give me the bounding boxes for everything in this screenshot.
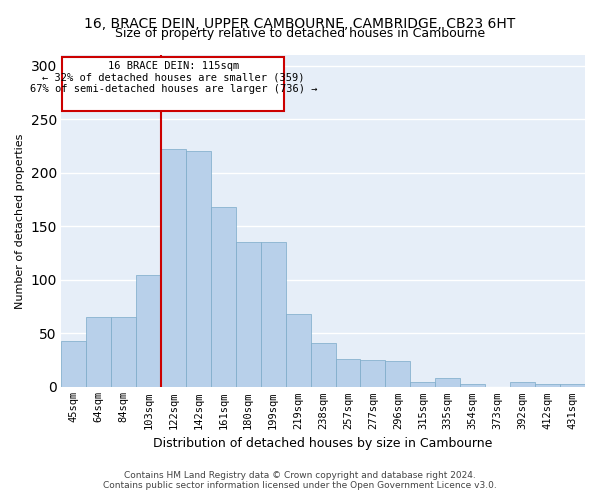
Bar [260,242,286,387]
Text: 16, BRACE DEIN, UPPER CAMBOURNE, CAMBRIDGE, CB23 6HT: 16, BRACE DEIN, UPPER CAMBOURNE, CAMBRID… [85,18,515,32]
Bar [111,318,136,387]
Text: Contains HM Land Registry data © Crown copyright and database right 2024.
Contai: Contains HM Land Registry data © Crown c… [103,470,497,490]
Bar [560,384,585,387]
Bar [535,384,560,387]
Bar [410,382,436,387]
Text: Size of property relative to detached houses in Cambourne: Size of property relative to detached ho… [115,28,485,40]
Bar [186,152,211,387]
Bar [460,384,485,387]
Bar [136,274,161,387]
Text: ← 32% of detached houses are smaller (359): ← 32% of detached houses are smaller (35… [42,72,305,83]
Bar [385,362,410,387]
Bar [335,359,361,387]
Bar [510,382,535,387]
Bar [361,360,385,387]
Text: 16 BRACE DEIN: 115sqm: 16 BRACE DEIN: 115sqm [108,60,239,70]
Y-axis label: Number of detached properties: Number of detached properties [15,134,25,308]
Bar [436,378,460,387]
Bar [86,318,111,387]
Text: 67% of semi-detached houses are larger (736) →: 67% of semi-detached houses are larger (… [29,84,317,94]
Bar [236,242,260,387]
Bar [286,314,311,387]
Bar [211,207,236,387]
Bar [61,341,86,387]
Bar [311,343,335,387]
Bar [62,57,284,110]
Bar [161,149,186,387]
X-axis label: Distribution of detached houses by size in Cambourne: Distribution of detached houses by size … [154,437,493,450]
